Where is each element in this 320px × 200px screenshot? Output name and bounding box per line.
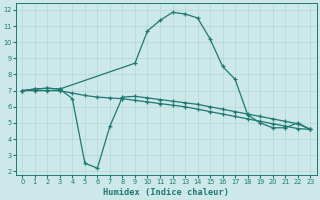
- X-axis label: Humidex (Indice chaleur): Humidex (Indice chaleur): [103, 188, 229, 197]
